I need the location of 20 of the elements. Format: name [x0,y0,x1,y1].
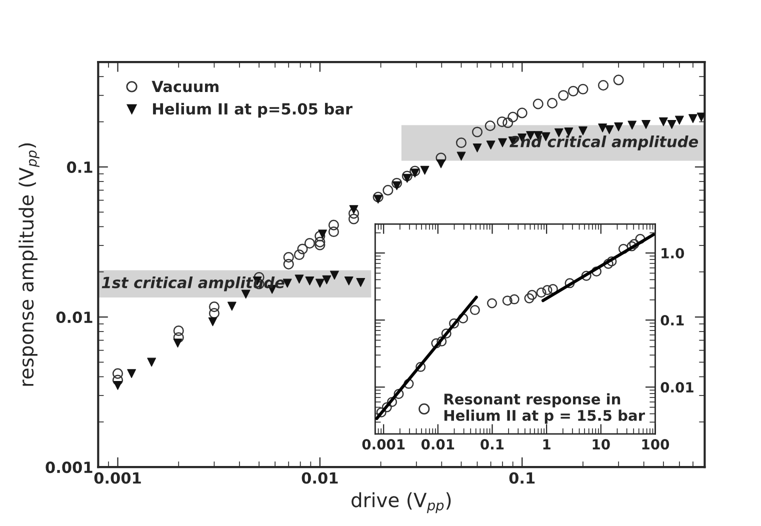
x-tick-label: 0.01 [421,439,454,450]
y-axis-title: response amplitude (V$_{pp}$) [18,143,40,386]
y-tick-label: 0.1 [66,161,92,173]
x-tick-label: 0.001 [362,439,405,450]
x-tick-label: 0.1 [509,472,535,484]
legend-label: Resonant response in Helium II at p = 15.5 bar [444,393,645,424]
x-tick-label: 100 [642,439,670,450]
x-tick-label: 0.001 [94,472,141,484]
x-tick-label: 0.01 [302,472,338,484]
legend-label: Vacuum [152,80,218,92]
x-tick-label: 10 [592,439,610,450]
x-tick-label: 0.1 [480,439,504,450]
y-tick-label: 0.01 [56,311,92,324]
y-tick-label: 0.1 [660,315,684,326]
y-tick-label: 1.0 [662,248,684,258]
x-axis-title: drive (V$_{pp}$) [352,492,451,514]
y-tick-label: 0.001 [46,462,92,474]
x-tick-label: 1 [543,439,550,450]
legend-label: Helium II at p=5.05 bar [153,102,352,118]
y-tick-label: 0.01 [660,382,694,393]
